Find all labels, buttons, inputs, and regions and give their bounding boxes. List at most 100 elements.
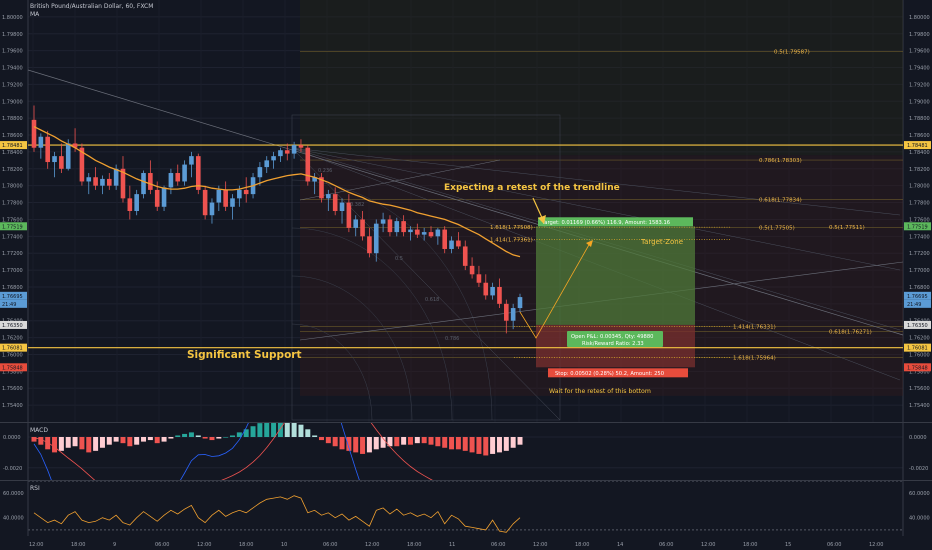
candle-body [449,240,454,249]
macd-histogram-bar [442,437,448,448]
fib-label: 0.5(1.77505) [759,225,795,231]
target-label: Target: 0.01169 (0.66%) 116.9, Amount: 1… [541,220,670,226]
candle-body [168,173,174,188]
time-tick-label: 12:00 [197,542,211,548]
price-tag [904,343,931,352]
macd-histogram-bar [154,437,160,444]
macd-chart[interactable]: 0.0000 0.0000 -0.0020 -0.0020 [0,423,932,480]
macd-histogram-bar [421,437,427,444]
rsi-pane[interactable]: 60.0000 60.0000 40.0000 40.0000 RSI [0,481,932,536]
macd-line [33,423,360,480]
macd-histogram-bar [503,437,509,451]
price-tick-label: 1.76800 [2,285,23,291]
fib-fan-arc [291,275,413,421]
time-tick-label: 06:00 [659,542,673,548]
price-tag [904,222,931,231]
price-tick-label: 1.75600 [2,386,23,392]
macd-histogram-bar [373,437,379,450]
fib-label: 0.5(1.77511) [829,225,865,231]
price-tick-label: 1.77000 [909,268,930,274]
time-axis[interactable]: 12:00 18:00 9 06:00 12:00 18:00 10 06:00 12:00 18… [0,536,932,550]
price-tag-text: 1.77519 [907,224,928,230]
price-tag-text: 1.78481 [2,143,23,149]
price-tick-label: 1.79200 [2,82,23,88]
macd-histogram-bar [175,435,181,437]
macd-tick-label: -0.0020 [909,466,928,472]
rsi-tick-label: 60.0000 [3,491,24,497]
candle-body [65,143,71,169]
candle-body [175,173,181,182]
candle-body [257,167,263,178]
price-tick-label: 1.77400 [2,234,23,240]
rsi-tick-label: 40.0000 [3,516,24,522]
profit-zone [536,226,695,325]
price-tick-label: 1.78000 [2,184,23,190]
candle-body [230,198,235,207]
price-tag-text: 1.76695 [907,294,928,300]
price-pane[interactable]: Target: 0.01169 (0.66%) 116.9, Amount: 1… [0,0,932,422]
price-tick-label: 1.77400 [909,234,930,240]
candle-body [93,177,98,186]
macd-histogram-bar [277,423,283,437]
macd-histogram-bar [428,437,434,445]
fib-zone [300,0,903,156]
price-tick-label: 1.76200 [909,336,930,342]
macd-histogram-bar [79,437,85,450]
rsi-chart[interactable]: 60.0000 60.0000 40.0000 40.0000 [0,481,932,536]
pane-divider[interactable] [0,422,932,423]
macd-histogram-bar [58,437,64,451]
price-tick-label: 1.77600 [909,217,930,223]
candle-body [86,177,92,182]
time-tick-label: 11 [449,542,455,548]
time-tick-label: 12:00 [869,542,883,548]
candle-body [326,194,331,199]
candle-body [346,202,352,228]
price-tag [0,291,27,300]
price-tick-label: 1.75800 [2,369,23,375]
price-tick-label: 1.78600 [2,133,23,139]
candle-body [134,194,139,211]
macd-histogram-bar [113,437,119,442]
price-tick-label: 1.76800 [909,285,930,291]
time-tick-label: 15 [785,542,791,548]
macd-histogram-bar [346,437,352,451]
macd-histogram-bar [38,437,44,445]
moving-average-line [33,126,521,258]
macd-histogram-bar [496,437,502,453]
fib-fan-line [291,147,561,421]
candle-body [497,286,502,304]
risk-reward-text: Risk/Reward Ratio: 2.33 [582,341,644,347]
price-tag [904,291,931,300]
candle-body [237,189,242,199]
price-tick-label: 1.80000 [2,15,23,21]
macd-histogram-bar [271,423,277,437]
price-tag-text: 1.75848 [907,365,928,371]
price-tick-label: 1.79200 [909,82,930,88]
macd-histogram-bar [161,437,167,442]
macd-pane[interactable]: 0.0000 0.0000 -0.0020 -0.0020 MACD [0,423,932,480]
time-tick-label: 06:00 [491,542,505,548]
price-tag [0,320,27,329]
projection-path [519,242,591,339]
annotation-arrow-head [538,215,546,224]
candle-body [456,240,461,247]
price-tag-text: 1.75848 [2,365,23,371]
macd-histogram-bar [257,423,263,437]
price-chart[interactable]: Target: 0.01169 (0.66%) 116.9, Amount: 1… [0,0,932,422]
candle-body [367,236,372,254]
candle-body [209,202,215,216]
price-tick-label: 1.78200 [2,167,23,173]
macd-histogram-bar [380,437,386,448]
candle-body [79,147,85,182]
candle-body [462,246,468,266]
candle-body [223,189,228,207]
price-tag [0,222,27,231]
price-tick-label: 1.79000 [909,99,930,105]
macd-tick-label: 0.0000 [909,435,927,441]
macd-histogram-bar [332,437,338,447]
macd-histogram-bar [168,437,174,439]
fan-level-label: 0.236 [318,168,332,174]
candle-body [353,219,359,228]
candle-body [312,177,317,182]
price-tick-label: 1.76000 [909,352,930,358]
